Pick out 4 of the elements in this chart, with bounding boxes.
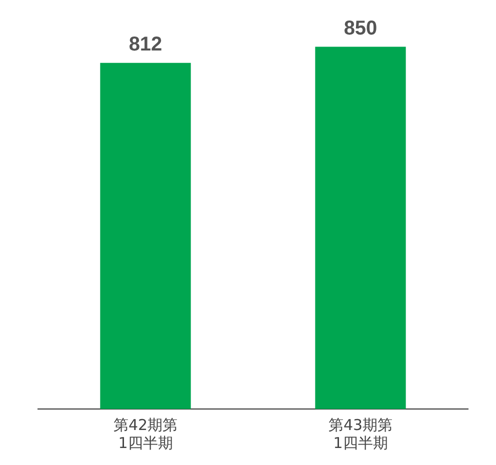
data-label: 850 bbox=[344, 18, 378, 40]
data-label: 812 bbox=[128, 34, 162, 56]
x-tick-label: 第43期第1四半期 bbox=[328, 416, 393, 452]
x-tick-label: 第42期第1四半期 bbox=[113, 416, 178, 452]
